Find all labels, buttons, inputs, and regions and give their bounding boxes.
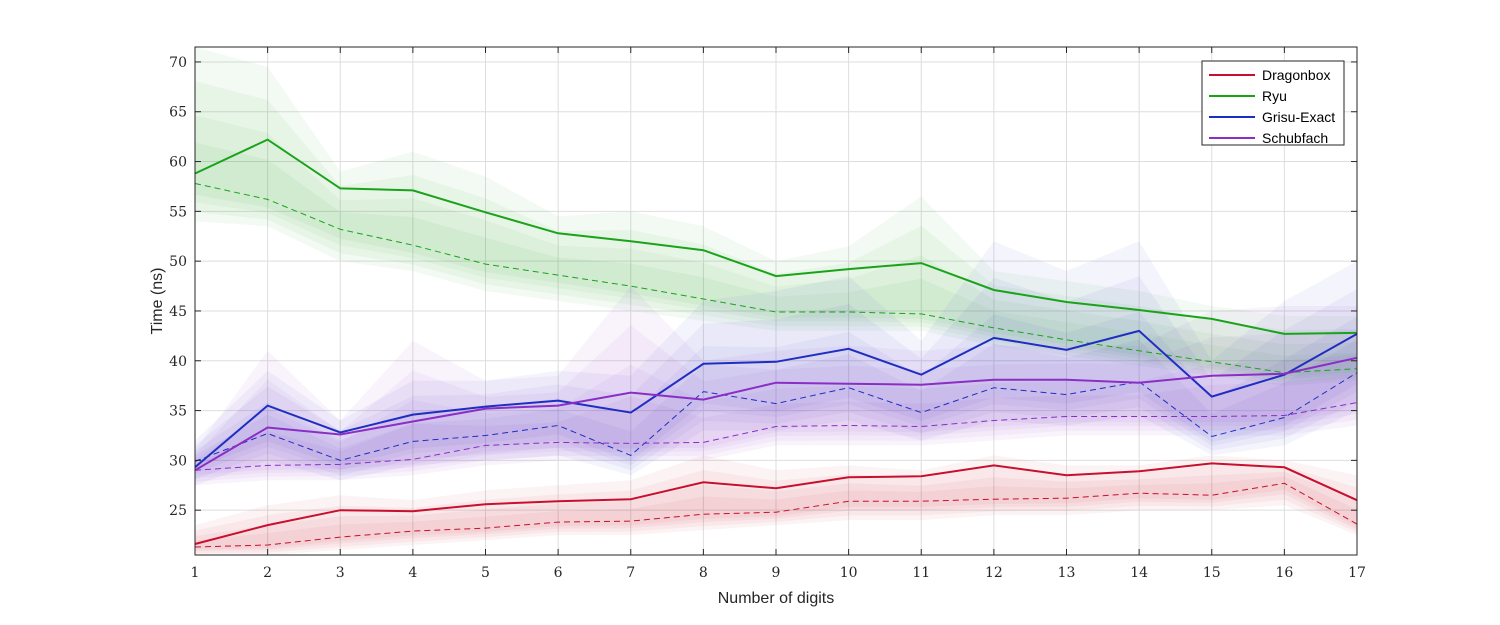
x-tick-label: 4 (408, 565, 417, 581)
band-grisu-exact-2 (195, 311, 1357, 474)
grid-lines (194, 47, 1358, 555)
legend-label-dragonbox: Dragonbox (1262, 67, 1331, 83)
band-dragonbox-2 (195, 471, 1357, 551)
mean-line-schubfach (194, 356, 1358, 472)
x-tick-label: 3 (336, 565, 345, 581)
y-tick-label: 55 (169, 204, 187, 220)
band-ryu-3 (195, 142, 1357, 377)
band-ryu-1 (195, 81, 1357, 383)
median-line-schubfach (194, 402, 1358, 471)
mean-line-grisu-exact (194, 329, 1358, 469)
band-ryu-2 (195, 115, 1357, 380)
x-tick-label: 1 (191, 565, 200, 581)
y-tick-label: 60 (169, 155, 187, 171)
mean-line-ryu (194, 138, 1358, 335)
y-tick-label: 25 (169, 503, 187, 519)
legend-label-schubfach: Schubfach (1262, 130, 1328, 146)
x-tick-label: 11 (912, 565, 930, 581)
y-tick-label: 35 (169, 404, 187, 420)
x-tick-label: 8 (699, 565, 708, 581)
x-tick-label: 10 (840, 565, 858, 581)
band-schubfach-2 (195, 354, 1357, 478)
y-tick-label: 65 (169, 105, 187, 121)
y-tick-label: 40 (169, 354, 187, 370)
median-line-grisu-exact (194, 372, 1358, 462)
x-tick-label: 7 (626, 565, 635, 581)
x-tick-label: 6 (554, 565, 563, 581)
band-grisu-exact-1 (195, 276, 1357, 480)
band-schubfach-3 (195, 373, 1357, 475)
x-tick-label: 9 (772, 565, 781, 581)
x-axis-title: Number of digits (718, 590, 835, 607)
legend: Dragonbox Ryu Grisu-Exact Schubfach (1201, 60, 1345, 146)
x-tick-label: 13 (1058, 565, 1076, 581)
legend-label-ryu: Ryu (1262, 88, 1287, 104)
x-tick-label: 17 (1348, 565, 1366, 581)
band-dragonbox-3 (195, 476, 1357, 550)
legend-label-grisu-exact: Grisu-Exact (1262, 109, 1335, 125)
band-dragonbox-0 (195, 455, 1357, 555)
legend-items: Dragonbox Ryu Grisu-Exact Schubfach (1209, 67, 1335, 146)
x-tick-label: 16 (1275, 565, 1293, 581)
series-lines (194, 138, 1358, 548)
y-tick-label: 50 (169, 254, 187, 270)
x-tick-label: 14 (1130, 565, 1148, 581)
y-tick-label: 45 (169, 304, 187, 320)
mean-line-dragonbox (194, 462, 1358, 545)
y-axis-title: Time (ns) (149, 268, 166, 335)
x-tick-label: 12 (985, 565, 1003, 581)
y-tick-label: 30 (169, 453, 187, 469)
median-line-ryu (194, 183, 1358, 374)
x-tick-label: 15 (1203, 565, 1221, 581)
x-tick-label: 2 (263, 565, 272, 581)
axis-ticks: 1 2 3 4 5 6 7 8 9 10 11 12 13 14 15 16 17253035404550556… (169, 47, 1366, 581)
median-line-dragonbox (194, 482, 1358, 548)
y-tick-label: 70 (169, 55, 187, 71)
band-dragonbox-1 (195, 465, 1357, 553)
x-tick-label: 5 (481, 565, 490, 581)
